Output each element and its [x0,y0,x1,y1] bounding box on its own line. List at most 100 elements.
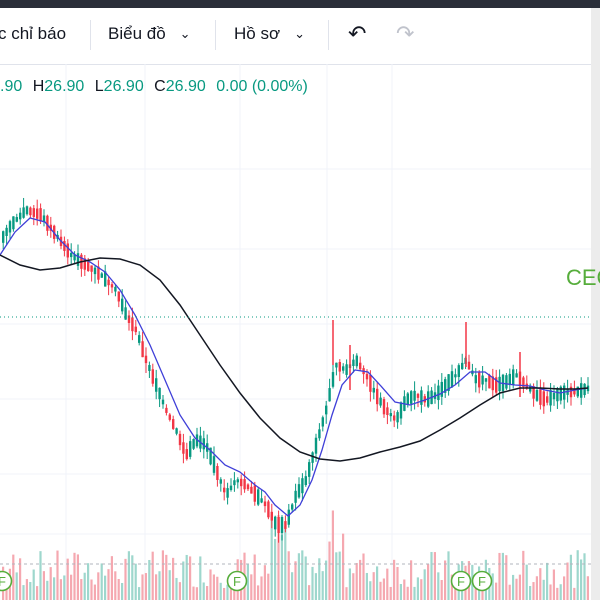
volume-bar [576,550,579,600]
candle-body [172,419,175,429]
profile-menu-button[interactable]: Hồ sơ ⌄ [234,8,305,60]
volume-bar [410,560,413,600]
candle-body [212,456,216,473]
volume-bar [573,587,576,600]
volume-bar [189,556,192,600]
candle-body [478,372,481,388]
candle-body [297,484,301,498]
candle-body [182,442,185,454]
candle-body [32,208,35,217]
volume-bar [525,564,528,600]
candle-body [491,376,494,391]
candle-body [365,373,369,380]
volume-bar [206,586,209,600]
candle-body [457,365,460,378]
legend-close-key: C [154,78,166,95]
volume-bar [219,582,222,600]
volume-bar [148,559,151,600]
candle-body [512,369,515,385]
volume-bar [73,552,76,600]
candle-body [257,489,260,505]
volume-bar [423,569,426,600]
candle-body [148,365,151,371]
volume-bar [382,578,385,600]
volume-bar [291,572,294,600]
volume-bar [127,551,130,600]
indicators-button[interactable]: c chỉ báo [0,8,66,60]
candle-body [318,429,321,439]
chart-menu-button[interactable]: Biểu đồ ⌄ [108,8,191,60]
candle-body [420,390,423,405]
candle-body [359,362,362,370]
candle-body [416,393,420,398]
candle-body [488,374,491,389]
candle-body [12,216,15,230]
volume-bar [253,554,256,600]
volume-bar [563,576,566,600]
candle-body [127,315,131,323]
volume-bar [450,574,453,600]
candle-body [168,414,171,420]
top-toolbar: c chỉ báo Biểu đồ ⌄ Hồ sơ ⌄ ↶ ↷ [0,8,600,65]
candle-body [447,374,450,392]
candle-body [151,369,154,384]
candle-body [100,273,103,278]
volume-bar [413,586,416,600]
candle-body [444,379,447,393]
volume-bar [335,552,338,600]
volume-bar [141,574,144,600]
candle-body [304,476,307,486]
volume-bar [379,581,382,600]
candle-body [583,383,586,396]
volume-bar [90,579,93,600]
candle-body [474,375,477,384]
candle-body [376,388,379,405]
candle-body [423,396,426,403]
volume-bar [386,568,389,600]
slow-moving-average-line [0,254,589,462]
chevron-down-icon: ⌄ [179,26,191,41]
candle-body [335,362,338,368]
volume-bar [250,574,253,600]
candle-body [19,212,22,220]
volume-bar [185,554,188,600]
undo-icon[interactable]: ↶ [348,21,367,46]
volume-bar [56,550,59,600]
candle-body [114,286,117,292]
candle-body [49,224,52,231]
candle-body [141,341,144,358]
price-scale-edge [591,8,600,600]
symbol-watermark-label: CEC [566,265,600,290]
window-top-bar [0,0,600,8]
volume-bar [168,570,171,600]
volume-bar [100,563,103,600]
candle-body [263,501,267,507]
volume-bar [352,573,355,600]
volume-bar [260,576,263,600]
candle-body [576,386,579,397]
volume-bar [308,585,311,600]
candle-body [243,479,246,490]
candle-body [274,516,277,530]
redo-icon[interactable]: ↷ [396,21,415,46]
candle-body [46,215,49,231]
volume-bar [25,579,28,600]
volume-bar [192,586,195,600]
candle-body [556,388,559,402]
volume-bar [22,585,25,600]
volume-bar [546,562,549,600]
candle-body [552,392,556,400]
candle-body [546,396,549,403]
candle-body [505,375,508,389]
volume-bar [165,554,168,600]
volume-bar [393,559,396,600]
volume-bar [396,566,399,600]
volume-bar [491,573,494,600]
volume-bar [518,574,521,600]
volume-bar [212,574,215,600]
volume-bar [114,571,117,600]
volume-bar [70,574,73,600]
volume-bar [362,553,365,600]
volume-bar [161,550,164,600]
